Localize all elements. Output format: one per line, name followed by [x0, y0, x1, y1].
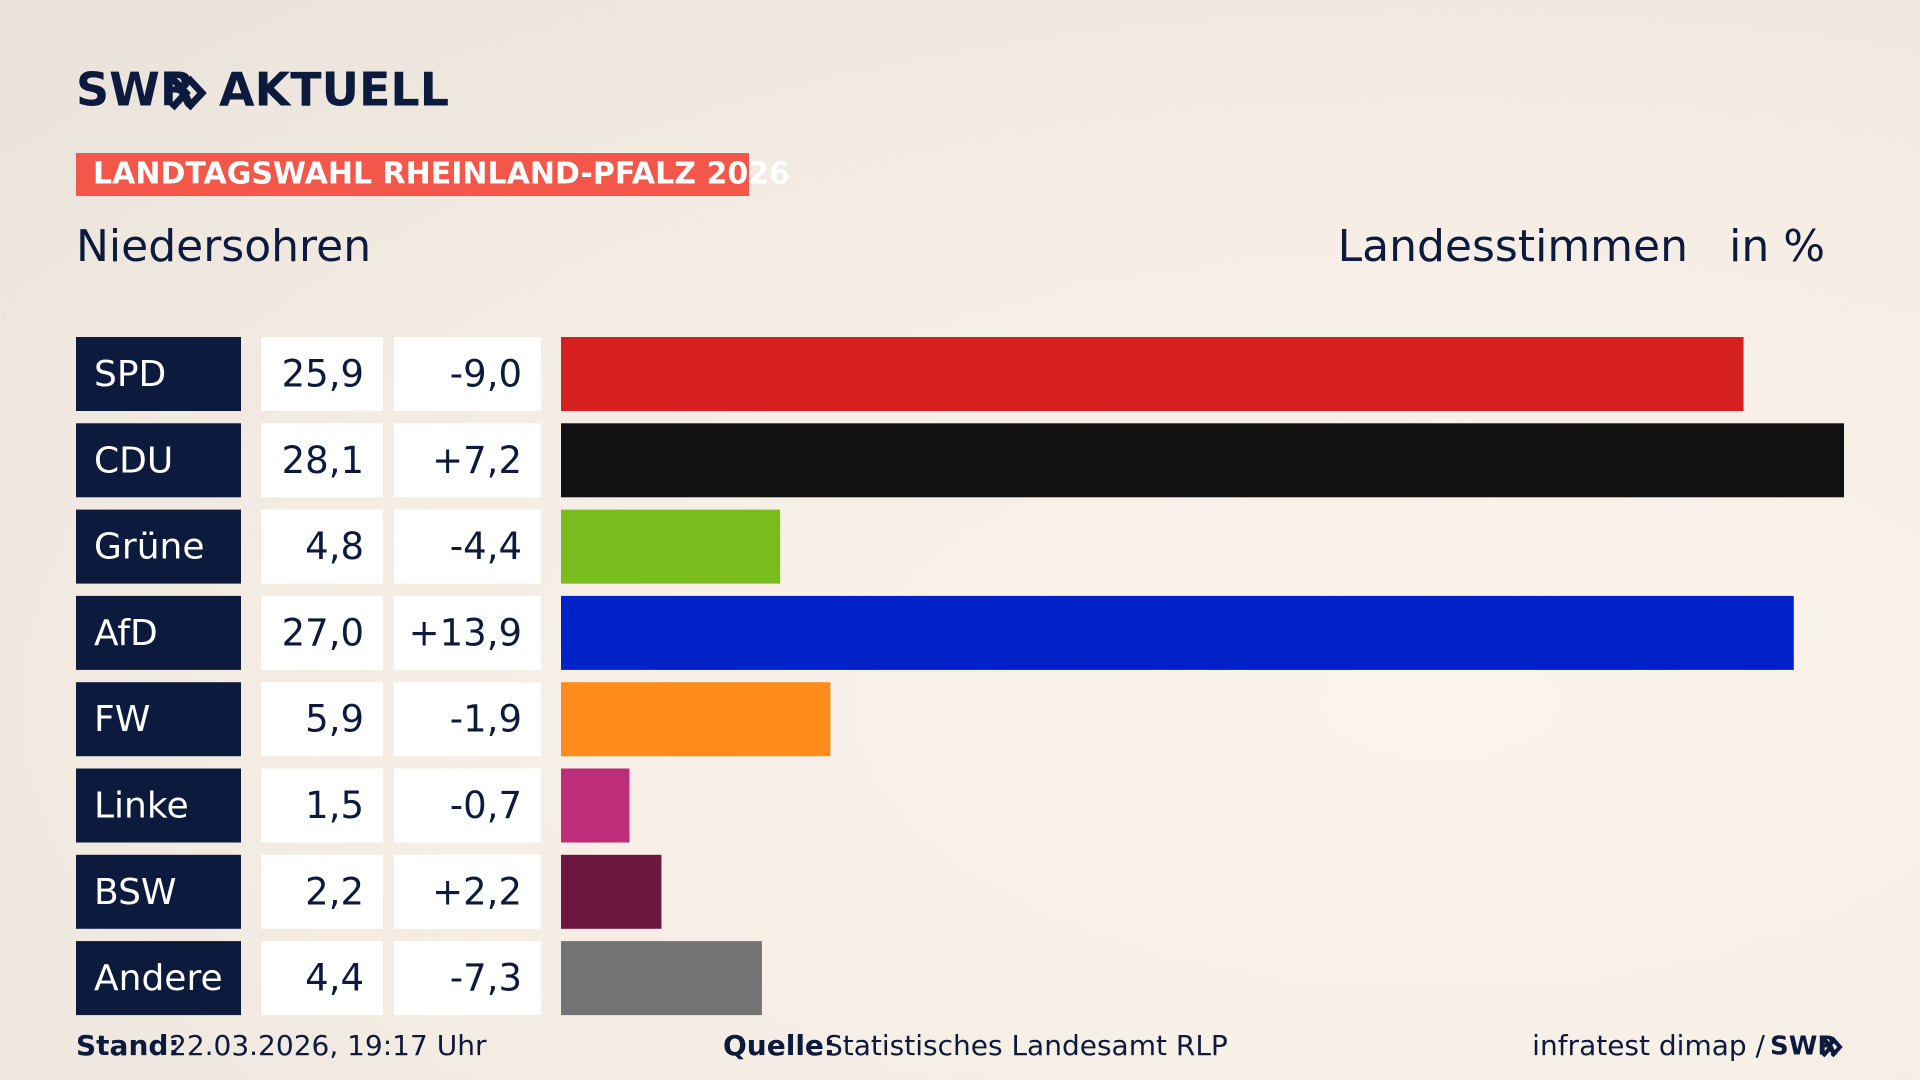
- change-cell: [394, 423, 541, 498]
- party-label: BSW: [94, 872, 177, 913]
- source-label: Quelle:: [723, 1029, 835, 1062]
- party-cell: [76, 423, 241, 498]
- change-cell: [394, 768, 541, 843]
- value-label: 28,1: [282, 439, 364, 482]
- party-label: CDU: [94, 440, 173, 481]
- bar: [561, 682, 831, 757]
- change-label: +2,2: [432, 870, 522, 913]
- bar: [561, 595, 1794, 670]
- value-label: 4,8: [305, 525, 364, 568]
- party-label: FW: [94, 699, 150, 740]
- value-cell: [261, 854, 383, 929]
- bar: [561, 337, 1744, 411]
- unit: in %: [1729, 221, 1825, 272]
- bar: [561, 768, 630, 843]
- change-label: -0,7: [450, 784, 522, 827]
- value-cell: [261, 595, 383, 670]
- value-label: 25,9: [282, 353, 364, 396]
- value-cell: [261, 423, 383, 498]
- value-label: 4,4: [305, 957, 364, 1000]
- bar: [561, 509, 781, 584]
- party-cell: [76, 337, 241, 411]
- value-cell: [261, 941, 383, 1016]
- brand-section: AKTUELL: [219, 63, 449, 117]
- stand: 22.03.2026, 19:17 Uhr: [169, 1029, 487, 1062]
- change-cell: [394, 682, 541, 757]
- party-label: Grüne: [94, 527, 204, 568]
- stand-label: Stand:: [76, 1029, 180, 1062]
- brand-chevrons: [169, 75, 207, 111]
- credit: infratest dimap /: [1532, 1029, 1765, 1062]
- value-label: 1,5: [305, 784, 364, 827]
- value-label: 2,2: [305, 870, 364, 913]
- change-label: -4,4: [450, 525, 522, 568]
- subtitle: Landesstimmen: [1338, 221, 1688, 272]
- kicker-bg: [76, 153, 749, 196]
- party-label: Linke: [94, 786, 189, 827]
- source: Statistisches Landesamt RLP: [825, 1029, 1228, 1062]
- change-cell: [394, 854, 541, 929]
- chart-title: Niedersohren: [76, 221, 371, 272]
- party-label: AfD: [94, 613, 158, 654]
- change-label: -1,9: [450, 698, 522, 741]
- credit-brand: SWR: [1770, 1032, 1837, 1062]
- bar: [561, 423, 1844, 498]
- change-cell: [394, 337, 541, 411]
- value-cell: [261, 337, 383, 411]
- bar: [561, 941, 762, 1016]
- party-cell: [76, 854, 241, 929]
- kicker: LANDTAGSWAHL RHEINLAND-PFALZ 2026: [93, 157, 790, 192]
- change-label: -9,0: [450, 353, 522, 396]
- change-cell: [394, 941, 541, 1016]
- change-label: +7,2: [432, 439, 522, 482]
- change-cell: [394, 595, 541, 670]
- party-cell: [76, 682, 241, 757]
- party-cell: [76, 595, 241, 670]
- brand: SWR: [76, 63, 195, 117]
- bar: [561, 854, 662, 929]
- change-cell: [394, 509, 541, 584]
- value-label: 5,9: [305, 698, 364, 741]
- value-cell: [261, 682, 383, 757]
- credit-chevrons: [1821, 1036, 1843, 1058]
- change-label: -7,3: [450, 957, 522, 1000]
- change-label: +13,9: [409, 611, 522, 654]
- party-cell: [76, 509, 241, 584]
- party-label: Andere: [94, 958, 223, 999]
- party-cell: [76, 941, 241, 1016]
- value-cell: [261, 509, 383, 584]
- party-label: SPD: [94, 354, 166, 395]
- value-cell: [261, 768, 383, 843]
- party-cell: [76, 768, 241, 843]
- value-label: 27,0: [282, 611, 364, 654]
